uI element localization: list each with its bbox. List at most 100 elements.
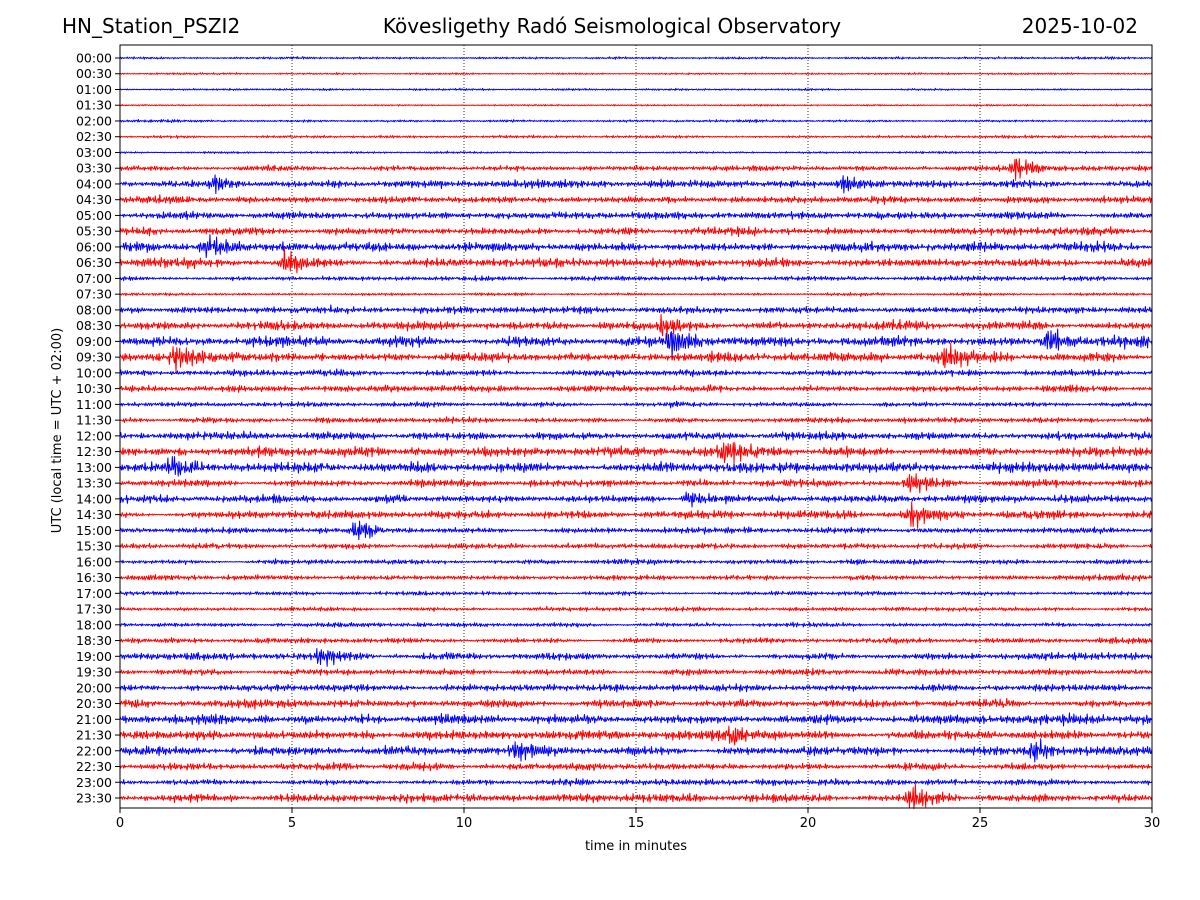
trace-0430 — [119, 194, 1153, 205]
y-tick-label: 01:30 — [76, 98, 112, 113]
y-tick-label: 07:00 — [76, 271, 112, 286]
x-tick-label: 25 — [972, 816, 989, 831]
y-tick-label: 10:00 — [76, 365, 112, 380]
x-axis-label: time in minutes — [585, 839, 687, 854]
traces-group — [119, 55, 1153, 810]
y-tick-label: 09:00 — [76, 334, 112, 349]
trace-1200 — [119, 430, 1153, 441]
trace-1130 — [119, 416, 1153, 424]
y-tick-label: 03:30 — [76, 161, 112, 176]
trace-1330 — [119, 473, 1153, 494]
record-date: 2025-10-02 — [1021, 14, 1138, 38]
trace-0930 — [119, 342, 1153, 374]
trace-0000 — [119, 55, 1153, 60]
trace-0800 — [119, 304, 1153, 315]
trace-0700 — [119, 275, 1153, 282]
y-tick-label: 17:00 — [76, 586, 112, 601]
y-tick-label: 19:30 — [76, 665, 112, 680]
y-tick-label: 13:00 — [76, 460, 112, 475]
y-tick-label: 06:30 — [76, 255, 112, 270]
trace-0330 — [119, 158, 1153, 181]
trace-0600 — [119, 234, 1153, 259]
y-tick-label: 22:00 — [76, 743, 112, 758]
y-tick-label: 03:00 — [76, 145, 112, 160]
y-tick-label: 05:00 — [76, 208, 112, 223]
trace-0500 — [119, 210, 1153, 221]
y-tick-label: 22:30 — [76, 759, 112, 774]
x-tick-label: 20 — [800, 816, 817, 831]
trace-1630 — [119, 573, 1153, 582]
trace-1530 — [119, 542, 1153, 550]
y-tick-label: 05:30 — [76, 224, 112, 239]
y-tick-label: 21:30 — [76, 728, 112, 743]
trace-2030 — [119, 697, 1153, 710]
trace-1430 — [119, 501, 1153, 529]
trace-1230 — [119, 442, 1153, 464]
y-tick-label: 18:30 — [76, 633, 112, 648]
y-axis-ticks: 00:0000:3001:0001:3002:0002:3003:0003:30… — [76, 51, 120, 806]
trace-2100 — [119, 712, 1153, 727]
trace-1400 — [119, 491, 1153, 508]
observatory-title: Kövesligethy Radó Seismological Observat… — [382, 14, 842, 38]
x-tick-label: 10 — [456, 816, 473, 831]
y-tick-label: 15:00 — [76, 523, 112, 538]
y-tick-label: 16:00 — [76, 554, 112, 569]
x-axis-ticks: 0 5 10 15 20 25 30 — [116, 808, 1160, 831]
trace-0230 — [119, 134, 1153, 139]
trace-0830 — [119, 313, 1153, 339]
trace-2200 — [119, 738, 1153, 763]
trace-1930 — [119, 667, 1153, 676]
y-tick-label: 14:30 — [76, 507, 112, 522]
trace-0530 — [119, 226, 1153, 238]
trace-2300 — [119, 777, 1153, 787]
trace-1500 — [119, 520, 1153, 541]
y-tick-label: 10:30 — [76, 381, 112, 396]
y-tick-label: 09:30 — [76, 350, 112, 365]
y-tick-label: 08:30 — [76, 318, 112, 333]
trace-1900 — [119, 648, 1153, 667]
y-tick-label: 00:00 — [76, 51, 112, 66]
y-tick-label: 11:00 — [76, 397, 112, 412]
y-tick-label: 12:30 — [76, 444, 112, 459]
trace-0300 — [119, 150, 1153, 155]
x-tick-label: 15 — [628, 816, 645, 831]
y-tick-label: 07:30 — [76, 287, 112, 302]
y-tick-label: 17:30 — [76, 602, 112, 617]
trace-1830 — [119, 636, 1153, 645]
trace-1600 — [119, 558, 1153, 566]
trace-0030 — [119, 72, 1153, 76]
trace-0130 — [119, 103, 1153, 107]
y-tick-label: 02:00 — [76, 113, 112, 128]
y-tick-label: 16:30 — [76, 570, 112, 585]
y-tick-label: 06:00 — [76, 239, 112, 254]
trace-1730 — [119, 605, 1153, 612]
x-tick-label: 30 — [1144, 816, 1161, 831]
y-tick-label: 23:00 — [76, 775, 112, 790]
y-tick-label: 08:00 — [76, 302, 112, 317]
y-tick-label: 11:30 — [76, 413, 112, 428]
trace-0730 — [119, 291, 1153, 297]
y-tick-label: 04:00 — [76, 176, 112, 191]
trace-0100 — [119, 87, 1153, 92]
y-tick-label: 21:00 — [76, 712, 112, 727]
y-tick-label: 15:30 — [76, 539, 112, 554]
y-tick-label: 19:00 — [76, 649, 112, 664]
grid-lines — [291, 45, 981, 808]
trace-0200 — [119, 118, 1153, 124]
x-tick-label: 0 — [116, 816, 124, 831]
trace-1030 — [119, 384, 1153, 393]
x-tick-label: 5 — [288, 816, 296, 831]
y-axis-label: UTC (local time = UTC + 02:00) — [50, 328, 65, 533]
trace-1300 — [119, 456, 1153, 477]
trace-0900 — [119, 328, 1153, 360]
y-tick-label: 02:30 — [76, 129, 112, 144]
trace-0630 — [119, 247, 1153, 274]
y-tick-label: 04:30 — [76, 192, 112, 207]
trace-1100 — [119, 400, 1153, 409]
y-tick-label: 00:30 — [76, 66, 112, 81]
y-tick-label: 20:30 — [76, 696, 112, 711]
trace-2230 — [119, 761, 1153, 772]
y-tick-label: 01:00 — [76, 82, 112, 97]
y-tick-label: 12:00 — [76, 428, 112, 443]
